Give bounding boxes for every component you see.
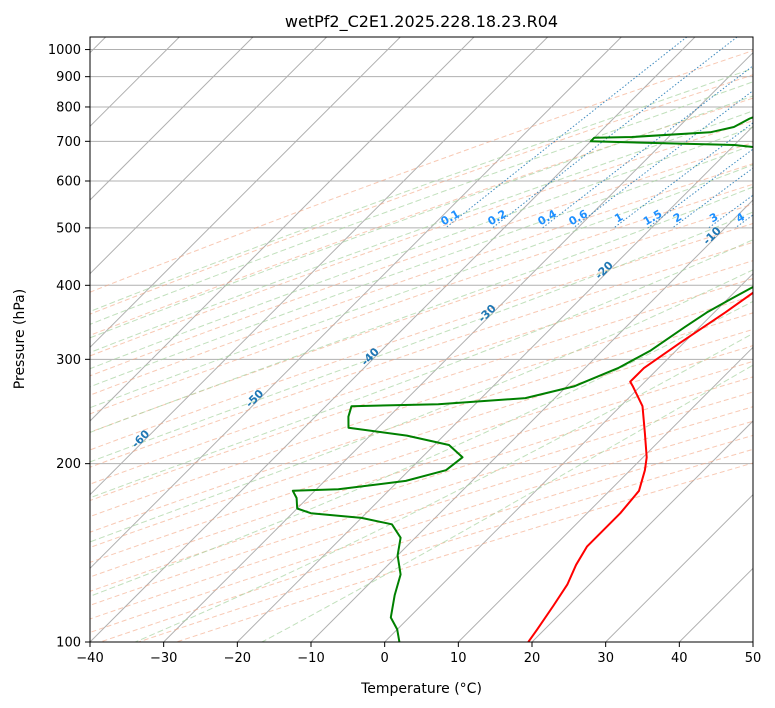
moist-adiabat (90, 126, 753, 370)
y-axis: 1000 900 800 700 600 500 400 300 200 100 (48, 43, 90, 651)
moist-adiabats (90, 67, 753, 642)
moist-adiabat (135, 332, 753, 642)
moist-adiabat (261, 364, 753, 642)
x-axis-label: Temperature (°C) (360, 681, 482, 697)
x-tick-label: 40 (671, 651, 688, 666)
isotherm-line (90, 37, 401, 349)
pressure-grid-lines (90, 49, 753, 642)
dry-adiabat (90, 312, 753, 533)
moist-adiabat (90, 95, 753, 339)
y-tick-label: 200 (56, 457, 81, 472)
plot-frame (89, 36, 754, 643)
x-tick-label: 20 (524, 651, 541, 666)
moist-adiabat (90, 81, 753, 325)
y-tick-label: 300 (56, 353, 81, 368)
moist-adiabat (90, 211, 753, 463)
mixing-ratio-line (542, 65, 753, 229)
x-tick-label: 0 (381, 651, 389, 666)
isotherm-line (457, 346, 753, 642)
x-tick-label: −10 (297, 651, 324, 666)
isotherm-lines (90, 37, 753, 642)
y-tick-label: 500 (56, 221, 81, 236)
mixing-ratio-line (492, 37, 738, 229)
y-tick-label: 1000 (48, 43, 81, 58)
x-tick-label: −20 (224, 651, 251, 666)
y-tick-label: 900 (56, 70, 81, 85)
isotherm-line (90, 37, 549, 496)
x-tick-label: 10 (450, 651, 467, 666)
x-axis: −40 −30 −20 −10 0 10 20 30 40 50 (76, 642, 761, 666)
x-tick-label: 30 (597, 651, 614, 666)
isotherm-line (90, 37, 328, 275)
isotherm-line (90, 37, 475, 422)
moist-adiabat (90, 186, 753, 433)
isotherm-line (90, 37, 254, 201)
y-tick-label: 600 (56, 175, 81, 190)
chart-title: wetPf2_C2E1.2025.228.18.23.R04 (285, 12, 558, 32)
moist-adiabat (90, 269, 753, 543)
isotherm-line (163, 51, 753, 642)
dry-adiabat (90, 163, 753, 396)
moist-adiabat (90, 300, 753, 597)
dry-adiabat (90, 50, 753, 293)
x-tick-label: 50 (745, 651, 762, 666)
dry-adiabat (90, 391, 753, 606)
mixing-ratio-line (672, 167, 753, 229)
dry-adiabat (90, 328, 753, 548)
dry-adiabat (90, 278, 753, 502)
isotherm-line (90, 37, 622, 570)
isotherm-line (531, 420, 753, 642)
dry-adiabat (90, 376, 753, 592)
isotherm-line (384, 272, 753, 642)
profile-series (291, 116, 753, 642)
y-tick-label: 100 (56, 636, 81, 651)
dry-adiabat (90, 360, 753, 578)
mixing-ratio-line (445, 37, 688, 229)
moist-adiabat (90, 67, 753, 313)
moist-adiabat (90, 164, 753, 409)
temperature-profile-line (527, 291, 753, 642)
dry-adiabat (90, 183, 753, 415)
dry-adiabat (90, 345, 753, 563)
dry-adiabat (90, 97, 753, 336)
y-tick-label: 700 (56, 135, 81, 150)
x-tick-label: −40 (76, 651, 103, 666)
dry-adiabat (90, 295, 753, 518)
dry-adiabat (90, 260, 753, 485)
isotherm-line (236, 125, 753, 642)
dewpoint-profile-line (291, 116, 753, 642)
y-tick-label: 800 (56, 101, 81, 116)
y-tick-label: 400 (56, 279, 81, 294)
isotherm-line (605, 493, 753, 642)
dry-adiabats (90, 50, 753, 642)
moist-adiabat (90, 110, 753, 354)
dry-adiabat (90, 141, 753, 377)
isotherm-line (310, 199, 753, 642)
x-tick-label: −30 (150, 651, 177, 666)
plot-area: 0.10.20.40.611.52346810131620253036 -100… (90, 37, 753, 642)
y-axis-label: Pressure (hPa) (12, 289, 28, 389)
mixing-ratio-line (613, 122, 753, 229)
